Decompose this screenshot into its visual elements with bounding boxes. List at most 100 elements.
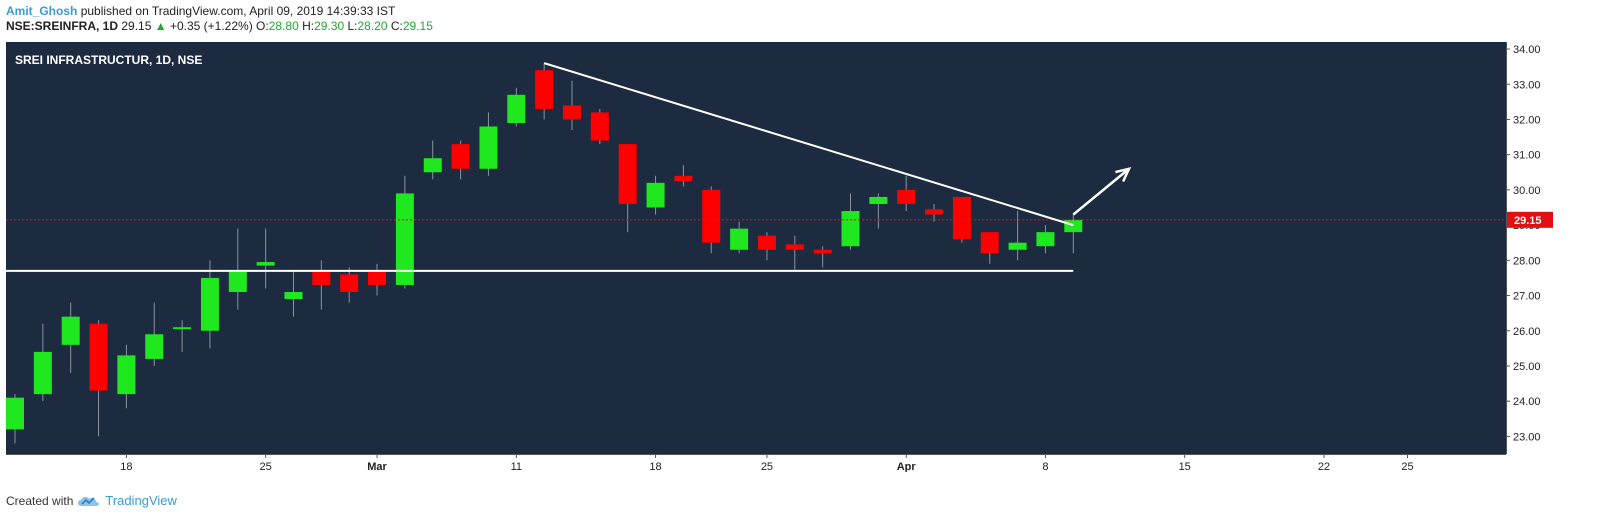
candle bbox=[618, 144, 637, 233]
y-tick-label: 34.00 bbox=[1513, 44, 1541, 56]
candle-body bbox=[33, 351, 52, 395]
candle-body bbox=[507, 94, 526, 123]
candle-body bbox=[117, 355, 136, 395]
candle bbox=[340, 267, 359, 303]
candle bbox=[173, 320, 192, 352]
y-tick-label: 27.00 bbox=[1513, 291, 1541, 303]
candle-body bbox=[730, 228, 749, 250]
low-value: 28.20 bbox=[357, 19, 388, 33]
drawings-group bbox=[6, 62, 1506, 272]
y-axis: 23.0024.0025.0026.0027.0028.0029.0030.00… bbox=[1506, 42, 1553, 454]
candle bbox=[785, 235, 804, 271]
candle bbox=[200, 260, 219, 349]
candle bbox=[117, 344, 136, 409]
candle bbox=[145, 302, 164, 366]
candle bbox=[813, 246, 832, 268]
candle-body bbox=[1036, 232, 1055, 247]
price-change: +0.35 (+1.22%) bbox=[169, 19, 253, 33]
candle bbox=[395, 175, 414, 289]
candle-body bbox=[200, 277, 219, 331]
candle-body bbox=[228, 270, 247, 293]
candle-body bbox=[145, 334, 164, 359]
candle bbox=[925, 203, 944, 222]
y-tick-label: 24.00 bbox=[1513, 396, 1541, 408]
breakout-arrow-shaft bbox=[1072, 167, 1130, 216]
candle bbox=[312, 260, 331, 310]
ohlc-line: NSE:SREINFRA, 1D 29.15 ▲ +0.35 (+1.22%) … bbox=[6, 19, 433, 34]
price-tag-badge bbox=[1507, 211, 1553, 228]
x-tick-label: 25 bbox=[260, 461, 272, 472]
up-triangle-icon: ▲ bbox=[154, 19, 167, 33]
candle-body bbox=[256, 262, 275, 266]
candle bbox=[228, 228, 247, 310]
y-tick-label: 25.00 bbox=[1513, 361, 1541, 373]
high-label: H: bbox=[302, 19, 315, 33]
candle bbox=[869, 193, 888, 229]
candle-body bbox=[479, 126, 498, 169]
close-label: C: bbox=[390, 19, 403, 33]
x-tick-label: 11 bbox=[511, 461, 522, 472]
candle-body bbox=[173, 327, 192, 330]
price-tag-label: 29.15 bbox=[1514, 215, 1542, 227]
open-label: O: bbox=[256, 19, 269, 33]
resistance-trendline bbox=[543, 62, 1074, 227]
x-tick-label: 18 bbox=[649, 461, 661, 472]
candle bbox=[423, 140, 442, 180]
candle-body bbox=[757, 235, 776, 250]
candle bbox=[368, 263, 387, 296]
x-tick-label: 25 bbox=[761, 461, 773, 472]
candle-body bbox=[423, 158, 442, 173]
candlestick-chart[interactable]: SREI INFRASTRUCTUR, 1D, NSE 23.00 24.00 25… bbox=[6, 42, 1562, 472]
candle bbox=[674, 165, 693, 187]
x-tick-label: 15 bbox=[1179, 461, 1191, 472]
low-label: L: bbox=[347, 19, 358, 33]
candle bbox=[535, 63, 554, 120]
candle-body bbox=[312, 270, 331, 285]
x-tick-label: 8 bbox=[1042, 461, 1048, 472]
footer: Created with TradingView bbox=[6, 493, 177, 508]
candle-body bbox=[869, 196, 888, 204]
candle bbox=[6, 394, 24, 444]
author-link[interactable]: Amit_Ghosh bbox=[6, 4, 78, 18]
y-tick-label: 31.00 bbox=[1513, 150, 1541, 162]
candle bbox=[563, 80, 581, 131]
candle bbox=[730, 221, 749, 254]
plot-area bbox=[6, 42, 1506, 454]
candle bbox=[980, 232, 999, 264]
x-tick-label: Apr bbox=[897, 461, 917, 472]
tradingview-brand[interactable]: TradingView bbox=[105, 493, 177, 508]
candle bbox=[479, 112, 498, 176]
x-tick-label: 25 bbox=[1401, 461, 1413, 472]
candle-body bbox=[1064, 219, 1083, 233]
chart-header: Amit_Ghosh published on TradingView.com,… bbox=[6, 4, 433, 34]
candle-body bbox=[785, 244, 804, 250]
y-tick-label: 33.00 bbox=[1513, 79, 1541, 91]
y-tick-label: 30.00 bbox=[1513, 185, 1541, 197]
y-tick-label: 28.00 bbox=[1513, 255, 1541, 267]
candle-body bbox=[89, 323, 108, 391]
candle-body bbox=[368, 270, 387, 285]
candle bbox=[33, 323, 52, 402]
y-tick-label: 32.00 bbox=[1513, 114, 1541, 126]
tradingview-cloud-icon bbox=[78, 496, 100, 506]
y-tick-label: 26.00 bbox=[1513, 326, 1541, 338]
x-axis: 18 25 Mar 11 18 25 Apr 8 15 22 25 bbox=[6, 454, 1506, 472]
candle bbox=[507, 87, 526, 127]
published-text: published on TradingView.com, April 09, … bbox=[80, 4, 396, 18]
open-value: 28.80 bbox=[268, 19, 299, 33]
candle-body bbox=[340, 274, 359, 293]
candle-body bbox=[674, 175, 693, 182]
candle-body bbox=[702, 189, 721, 243]
candle-body bbox=[451, 144, 470, 169]
candle bbox=[1036, 225, 1055, 254]
candle bbox=[646, 175, 665, 215]
chart-title: SREI INFRASTRUCTUR, 1D, NSE bbox=[15, 53, 202, 67]
candle bbox=[757, 232, 776, 261]
candle-body bbox=[563, 105, 581, 120]
candle-body bbox=[952, 196, 971, 240]
candle-body bbox=[395, 193, 414, 285]
candle-body bbox=[284, 292, 303, 300]
breakout-arrow-head bbox=[1115, 166, 1132, 183]
candle-body bbox=[813, 249, 832, 254]
candle-body bbox=[980, 232, 999, 254]
